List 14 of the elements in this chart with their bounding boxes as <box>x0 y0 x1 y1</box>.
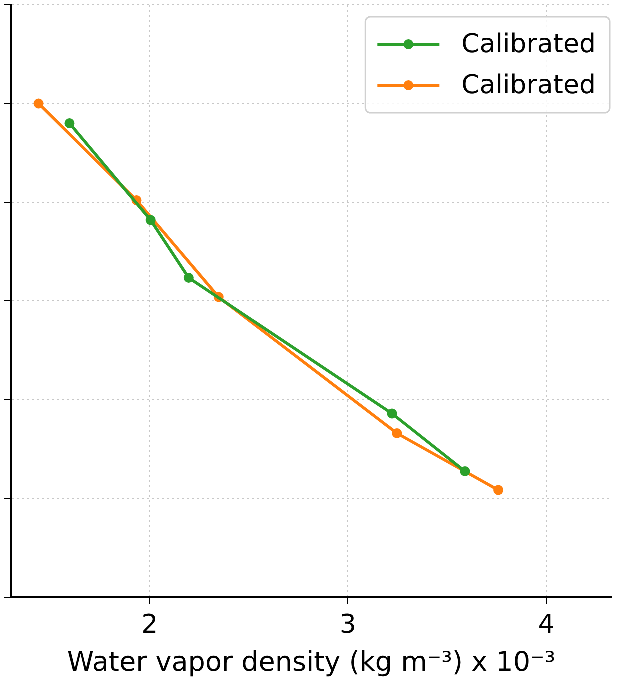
x-tick-label: 4 <box>538 610 555 640</box>
point <box>184 273 194 283</box>
point <box>392 428 402 439</box>
legend-label: Calibrated <box>462 70 596 100</box>
point <box>146 215 156 226</box>
x-tick-label: 3 <box>340 610 356 640</box>
point <box>387 408 398 419</box>
x-axis-title: Water vapor density (kg m⁻³) x 10⁻³ <box>67 646 556 678</box>
point <box>494 485 504 496</box>
legend-label: Calibrated <box>462 29 596 60</box>
x-tick-label: 2 <box>142 610 158 640</box>
point <box>460 466 470 477</box>
point <box>64 118 75 128</box>
point <box>34 98 44 109</box>
